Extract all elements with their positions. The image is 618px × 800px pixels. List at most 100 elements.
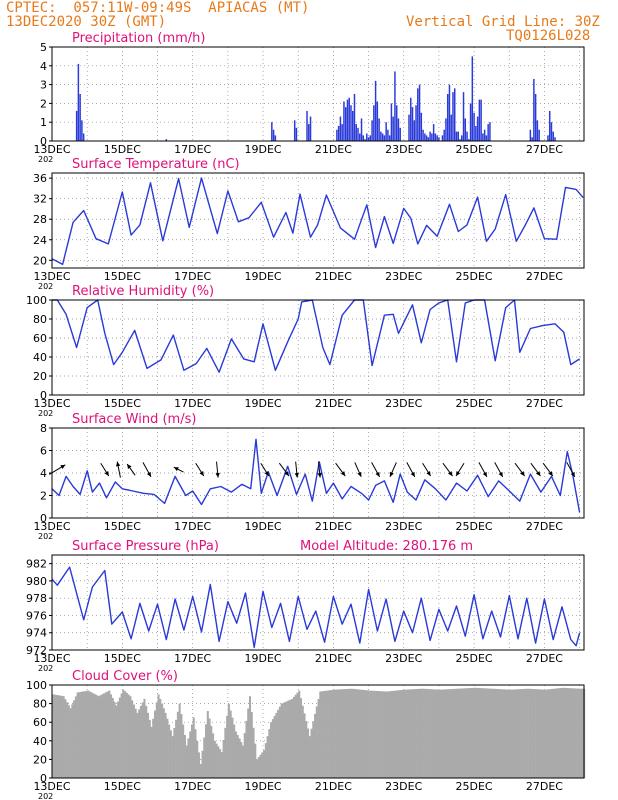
cloud-bar bbox=[363, 690, 366, 778]
precip-bar bbox=[536, 120, 539, 141]
x-tick-label: 15DEC bbox=[104, 270, 141, 283]
cloud-bar bbox=[533, 689, 536, 778]
cloud-bar bbox=[220, 751, 223, 778]
cloud-bar bbox=[470, 687, 473, 778]
cloud-bar bbox=[498, 689, 501, 778]
cloud-bar bbox=[233, 724, 236, 778]
wind-vector-head bbox=[173, 467, 179, 472]
panel-frame bbox=[51, 684, 585, 779]
x-tick-label: 27DEC bbox=[526, 520, 563, 533]
cloud-bar bbox=[173, 728, 176, 778]
cloud-bar bbox=[254, 743, 257, 778]
cloud-bar bbox=[280, 703, 283, 778]
cloud-bar bbox=[87, 690, 90, 778]
header-grid-line: Vertical Grid Line: 30Z bbox=[406, 14, 600, 30]
wind-vector-head bbox=[389, 471, 394, 477]
y-tick-label: 20 bbox=[33, 370, 47, 383]
x-tick-label: 23DEC bbox=[385, 780, 422, 793]
y-tick-label: 80 bbox=[33, 313, 47, 326]
y-tick-label: 976 bbox=[26, 609, 47, 622]
cloud-bar bbox=[521, 688, 524, 778]
cloud-bar bbox=[356, 689, 359, 778]
cloud-bar bbox=[291, 698, 294, 778]
wind-vector-head bbox=[294, 472, 299, 478]
cloud-bar bbox=[366, 690, 369, 778]
precip-bar bbox=[348, 97, 350, 141]
cloud-bar bbox=[206, 711, 209, 778]
x-tick-label: 21DEC bbox=[315, 270, 352, 283]
x-tick-label: 25DEC bbox=[456, 652, 493, 665]
y-tick-label: 980 bbox=[26, 575, 47, 588]
cloud-bar bbox=[178, 703, 181, 778]
x-tick-label: 19DEC bbox=[244, 652, 281, 665]
cloud-bar bbox=[190, 724, 193, 778]
wind-vector-head bbox=[215, 472, 220, 478]
cloud-bar bbox=[554, 688, 558, 778]
x-tick-label: 13DEC bbox=[33, 270, 70, 283]
precip-bar bbox=[271, 122, 273, 141]
cloud-bar bbox=[264, 743, 267, 778]
precip-bar bbox=[350, 105, 352, 141]
cloud-bar bbox=[394, 690, 398, 778]
cloud-bar bbox=[549, 689, 552, 778]
cloud-bar bbox=[243, 733, 246, 778]
cloud-bar bbox=[164, 712, 167, 778]
precip-bar bbox=[337, 125, 340, 141]
cloud-bar bbox=[477, 687, 480, 778]
precip-bar bbox=[360, 118, 363, 141]
panel-5 bbox=[49, 554, 585, 651]
precip-bar bbox=[367, 137, 370, 141]
cloud-bar bbox=[393, 690, 396, 778]
y-tick-label: 24 bbox=[33, 234, 47, 247]
wind-vector-head bbox=[317, 472, 322, 478]
cloud-bar bbox=[514, 689, 517, 778]
wind-vector-head bbox=[60, 464, 66, 470]
cloud-bar bbox=[350, 688, 354, 778]
header-run-time: 13DEC2020 30Z (GMT) bbox=[6, 14, 167, 30]
wind-vector-head bbox=[448, 471, 453, 477]
cloud-bar bbox=[461, 688, 464, 778]
cloud-bar bbox=[438, 689, 441, 778]
precip-bar bbox=[445, 118, 447, 141]
cloud-bar bbox=[296, 692, 299, 778]
precip-bar bbox=[531, 137, 533, 141]
precip-bar bbox=[272, 129, 275, 141]
x-tick-label: 27DEC bbox=[526, 397, 563, 410]
cloud-bar bbox=[201, 750, 204, 778]
wind-vector-head bbox=[482, 471, 487, 477]
cloud-bar bbox=[138, 709, 141, 778]
cloud-bar bbox=[465, 688, 468, 778]
cloud-bar bbox=[370, 690, 373, 778]
cloud-bar bbox=[435, 689, 438, 778]
cloud-bar bbox=[197, 752, 201, 778]
cloud-bar bbox=[321, 691, 324, 778]
wind-vector-head bbox=[548, 471, 553, 477]
cloud-bar bbox=[176, 711, 179, 778]
cloud-bar bbox=[562, 687, 565, 778]
cloud-bar bbox=[110, 694, 113, 778]
cloud-bar bbox=[431, 689, 434, 778]
x-tick-label: 19DEC bbox=[244, 270, 281, 283]
precip-bar bbox=[548, 110, 551, 141]
cloud-bar bbox=[219, 749, 222, 778]
panel-title: Relative Humidity (%) bbox=[72, 284, 214, 299]
panel-frame bbox=[51, 299, 585, 396]
precip-bar bbox=[388, 135, 391, 141]
cloud-bar bbox=[553, 688, 556, 778]
cloud-bar bbox=[268, 729, 271, 778]
cloud-bar bbox=[581, 688, 584, 778]
cloud-bar bbox=[310, 728, 313, 778]
cloud-bar bbox=[444, 689, 447, 778]
cloud-bar bbox=[81, 691, 84, 778]
precip-bar bbox=[425, 135, 428, 141]
cloud-bar bbox=[108, 690, 111, 778]
precip-bar bbox=[341, 124, 343, 141]
x-tick-label: 19DEC bbox=[244, 520, 281, 533]
cloud-bar bbox=[169, 730, 172, 778]
cloud-bar bbox=[150, 726, 153, 778]
precip-bar bbox=[468, 139, 470, 141]
x-tick-label: 23DEC bbox=[385, 520, 422, 533]
precip-bar bbox=[429, 131, 431, 141]
cloud-bar bbox=[375, 690, 378, 778]
cloud-bar bbox=[259, 754, 262, 778]
